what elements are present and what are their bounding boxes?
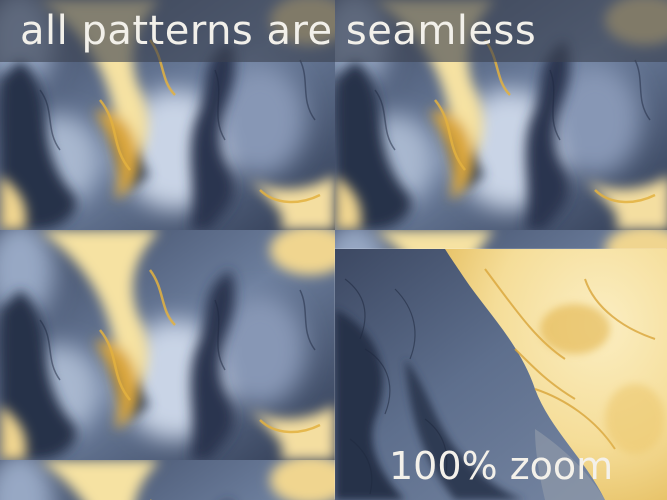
zoom-preview-panel [335, 249, 667, 500]
header-caption: all patterns are seamless [20, 8, 537, 54]
header-band [0, 0, 667, 62]
zoom-preview-image [335, 249, 667, 500]
zoom-label: 100% zoom [389, 444, 614, 488]
